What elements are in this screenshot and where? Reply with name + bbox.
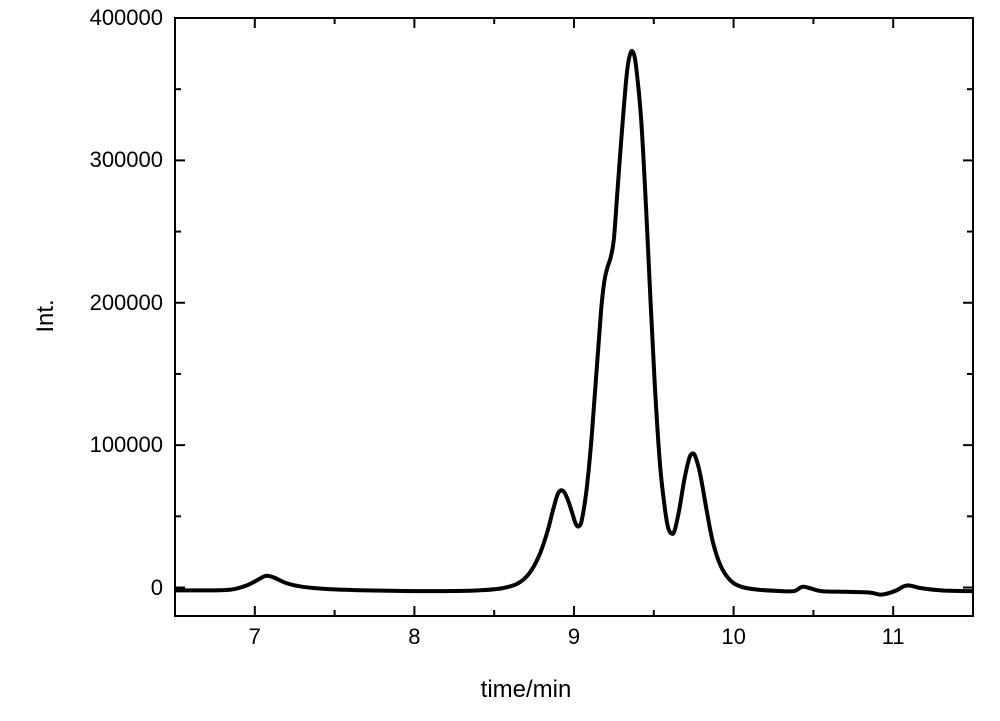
x-tick-label: 8	[408, 624, 420, 650]
y-tick-label: 100000	[90, 432, 163, 458]
x-tick-label: 11	[882, 624, 905, 650]
y-axis-label: Int.	[32, 299, 60, 332]
y-tick-label: 300000	[90, 147, 163, 173]
x-tick-label: 9	[568, 624, 580, 650]
x-tick-label: 7	[249, 624, 261, 650]
chromatogram-chart: Int. time/min 7 8 9 10 11 0 100000 200000 30000…	[0, 0, 1000, 721]
y-tick-label: 0	[151, 575, 163, 601]
x-tick-label: 10	[721, 624, 745, 650]
chart-svg	[0, 0, 1000, 721]
x-axis-label: time/min	[481, 676, 572, 704]
y-tick-label: 200000	[90, 290, 163, 316]
y-tick-label: 400000	[90, 5, 163, 31]
